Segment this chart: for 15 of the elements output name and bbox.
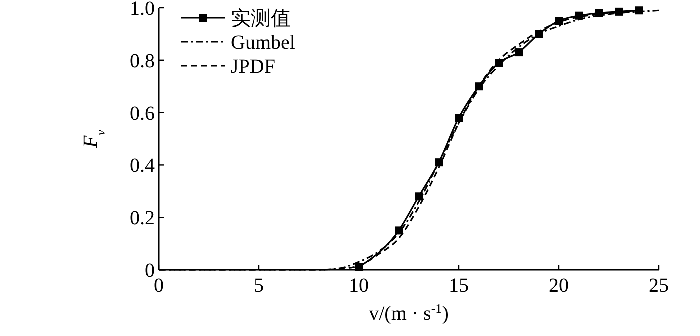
x-tick-label: 25 bbox=[649, 275, 669, 297]
y-tick-label: 0.4 bbox=[130, 155, 155, 178]
x-tick-label: 15 bbox=[449, 275, 469, 297]
y-tick-label: 0 bbox=[145, 260, 155, 282]
x-tick-label: 20 bbox=[549, 275, 569, 297]
y-tick-label: 0.2 bbox=[130, 208, 155, 230]
legend-label: Gumbel bbox=[231, 32, 296, 54]
x-tick-label: 10 bbox=[349, 275, 369, 297]
x-tick-label: 5 bbox=[254, 275, 264, 297]
y-tick-label: 0.8 bbox=[130, 50, 155, 72]
y-tick-label: 1.0 bbox=[130, 0, 155, 20]
x-axis-title: v/(m · s$^{-1}$) bbox=[369, 300, 449, 325]
legend-label: 实测值 bbox=[231, 8, 291, 30]
y-tick-label: 0.6 bbox=[130, 102, 155, 125]
legend-label: JPDF bbox=[231, 56, 276, 78]
